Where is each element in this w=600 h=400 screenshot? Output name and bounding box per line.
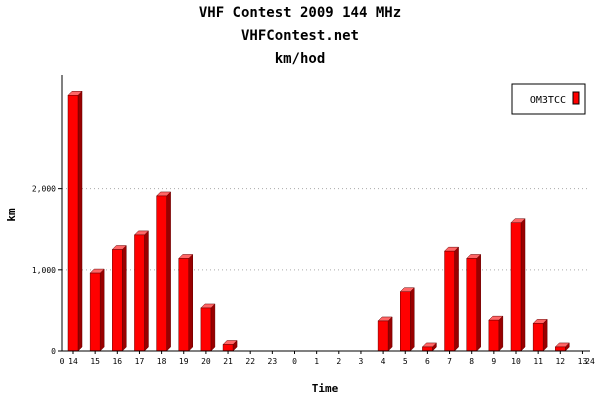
bar-side [210, 303, 216, 352]
bar [466, 253, 482, 352]
x-tick-label: 2 [336, 357, 341, 366]
x-range-start-label: 0 [60, 357, 65, 366]
x-tick-label: 12 [555, 357, 565, 366]
bar [89, 268, 105, 352]
bar [67, 90, 83, 352]
x-tick-label: 7 [447, 357, 452, 366]
bar-side [542, 318, 548, 352]
legend-label: OM3TCC [530, 95, 566, 106]
bar-side [498, 315, 504, 352]
x-tick-label: 11 [533, 357, 543, 366]
bar-side [410, 287, 415, 352]
x-tick-label: 14 [68, 357, 78, 366]
bar [133, 230, 150, 352]
y-tick-label: 1,000 [32, 266, 56, 275]
bar-front [444, 250, 455, 352]
bar [377, 316, 393, 352]
x-tick-label: 15 [90, 357, 100, 366]
bar-front [532, 323, 544, 352]
x-range-end-label: 24 [585, 357, 595, 366]
x-tick-label: 17 [135, 357, 145, 366]
bar-side [122, 244, 127, 352]
bar-front [466, 258, 477, 352]
x-tick-label: 1 [314, 357, 319, 366]
bar [111, 244, 127, 352]
grid-layer [62, 188, 590, 271]
x-tick-label: 3 [359, 357, 364, 366]
bar-front [422, 346, 433, 352]
x-tick-label: 23 [268, 357, 278, 366]
axes-layer [61, 75, 590, 352]
bar-side [387, 316, 393, 352]
x-tick-label: 18 [157, 357, 167, 366]
x-tick-label: 8 [469, 357, 474, 366]
x-tick-label: 10 [511, 357, 521, 366]
bar-front [112, 249, 123, 352]
bar-front [488, 319, 500, 352]
x-axis-title: Time [312, 382, 339, 395]
bar [488, 315, 504, 352]
bar-side [476, 253, 481, 352]
bar [421, 342, 438, 352]
x-tick-label: 13 [578, 357, 588, 366]
bar-front [510, 222, 522, 352]
bar-front [67, 95, 79, 352]
bar-side [166, 191, 171, 352]
bars-layer [67, 90, 570, 352]
y-axis-title: km [5, 208, 18, 222]
bar [155, 191, 172, 352]
x-tick-label: 9 [491, 357, 496, 366]
chart-unit-title: km/hod [274, 51, 326, 67]
bar-front [555, 346, 566, 352]
bar [532, 318, 548, 352]
bar-front [377, 320, 389, 352]
bar [510, 218, 526, 352]
bar-side [144, 230, 149, 352]
bar [178, 253, 194, 352]
bar-front [400, 291, 411, 352]
chart-subtitle: VHFContest.net [240, 28, 359, 44]
bar-front [222, 344, 234, 352]
bar-side [188, 253, 193, 352]
x-tick-label: 4 [381, 357, 386, 366]
bar-side [77, 90, 83, 352]
legend-swatch [572, 91, 580, 105]
x-tick-label: 16 [112, 357, 122, 366]
bar-front [200, 307, 212, 352]
y-tick-label: 0 [51, 347, 56, 356]
bar [399, 287, 415, 352]
y-tick-label: 2,000 [32, 185, 56, 194]
bar [222, 339, 238, 352]
bar-front [178, 258, 189, 352]
x-tick-label: 20 [201, 357, 211, 366]
bar-front [89, 272, 101, 352]
x-tick-label: 5 [403, 357, 408, 366]
bar-side [520, 218, 526, 352]
x-tick-label: 22 [245, 357, 255, 366]
bar [200, 303, 216, 352]
chart-title: VHF Contest 2009 144 MHz [198, 5, 402, 21]
x-tick-label: 0 [292, 357, 297, 366]
legend: OM3TCC [511, 83, 586, 115]
bar-front [134, 234, 145, 352]
bar-side [99, 268, 105, 352]
x-tick-label: 6 [425, 357, 430, 366]
bar [554, 342, 570, 352]
x-tick-label: 21 [223, 357, 233, 366]
x-tick-label: 19 [179, 357, 189, 366]
bar [443, 246, 460, 352]
bar-side [454, 246, 459, 352]
bar-front [156, 195, 167, 352]
